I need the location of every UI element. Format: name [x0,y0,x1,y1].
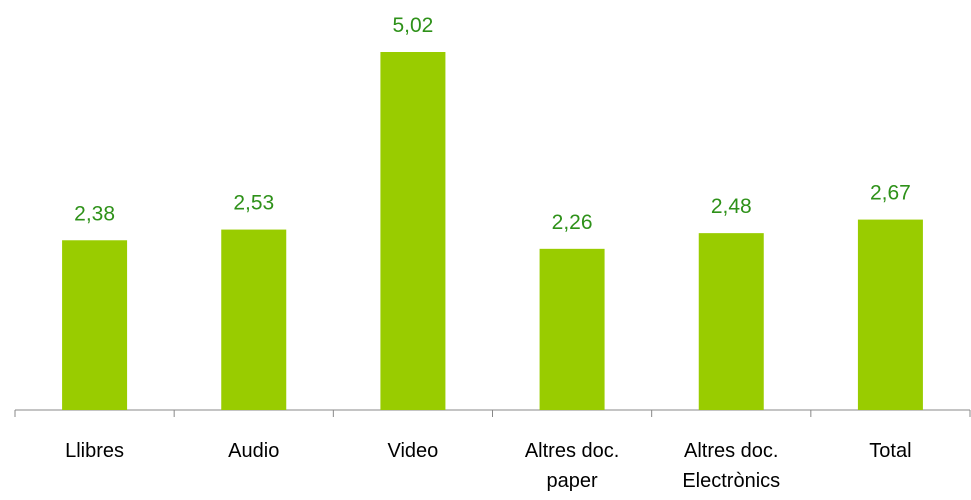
value-label: 2,26 [552,211,593,234]
bar [857,219,923,410]
value-label: 5,02 [392,14,433,37]
bar [221,229,287,410]
x-tick-label: Video [387,440,439,462]
value-label: 2,53 [233,192,274,215]
x-tick-label: Audio [228,440,280,462]
bar [380,52,446,410]
bar [539,248,605,410]
bar [698,233,764,410]
value-label: 2,48 [711,195,752,218]
value-label: 2,67 [870,182,911,205]
x-tick-label: Altres doc. paper [524,440,620,492]
x-tick-label: Llibres [65,440,125,462]
x-tick-label: Altres doc. Electrònics [682,440,781,492]
bar [62,240,128,410]
x-tick-label: Total [869,440,912,462]
value-label: 2,38 [74,202,115,225]
